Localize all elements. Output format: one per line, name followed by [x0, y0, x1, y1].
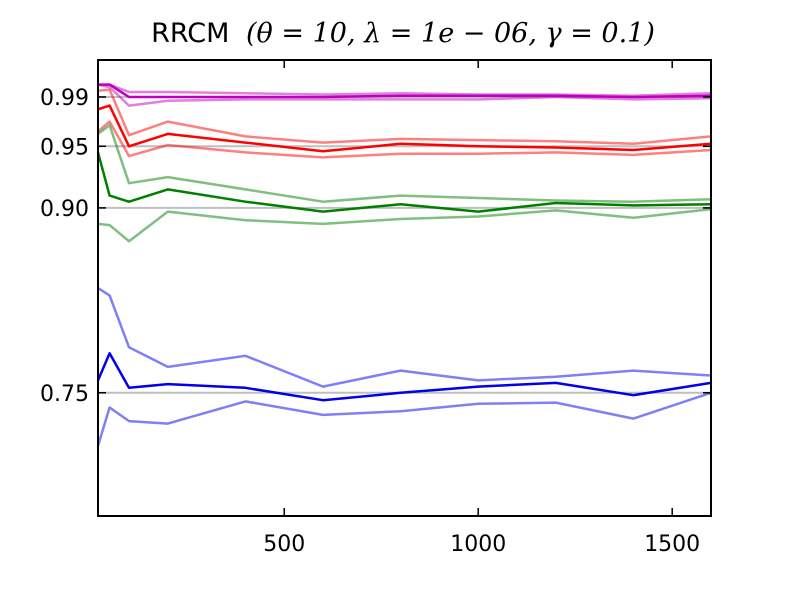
y-tick-label: 0.75: [40, 382, 89, 407]
series-line-mean: [98, 104, 711, 153]
chart-title-params: (θ = 10, λ = 1e − 06, γ = 0.1): [246, 18, 655, 49]
series-line-mean: [98, 352, 711, 402]
series-line-lower: [98, 207, 711, 243]
x-tick-label: 1500: [644, 532, 700, 557]
series-line-upper: [98, 286, 711, 388]
series-line-upper: [98, 88, 711, 146]
plot-frame: [97, 59, 712, 517]
y-tick-label: 0.95: [40, 135, 89, 160]
series-line-lower: [98, 83, 711, 107]
series-line-upper: [98, 124, 711, 203]
series-line-mean: [98, 83, 711, 99]
series-line-upper: [98, 83, 711, 97]
series-line-lower: [98, 391, 711, 447]
chart-title-name: RRCM: [151, 18, 229, 49]
axes: 500 1000 1500 0.75 0.90 0.95 0.99: [40, 59, 712, 557]
series-line-lower: [98, 120, 711, 159]
x-tick-label: 500: [263, 532, 305, 557]
x-tick-label: 1000: [450, 532, 506, 557]
chart-title: RRCM (θ = 10, λ = 1e − 06, γ = 0.1): [151, 18, 655, 49]
y-tick-label: 0.99: [40, 86, 89, 111]
y-tick-label: 0.90: [40, 197, 89, 222]
plot-clipped-group: [98, 83, 711, 447]
series-line-mean: [98, 152, 711, 213]
plot-area: [98, 83, 711, 447]
